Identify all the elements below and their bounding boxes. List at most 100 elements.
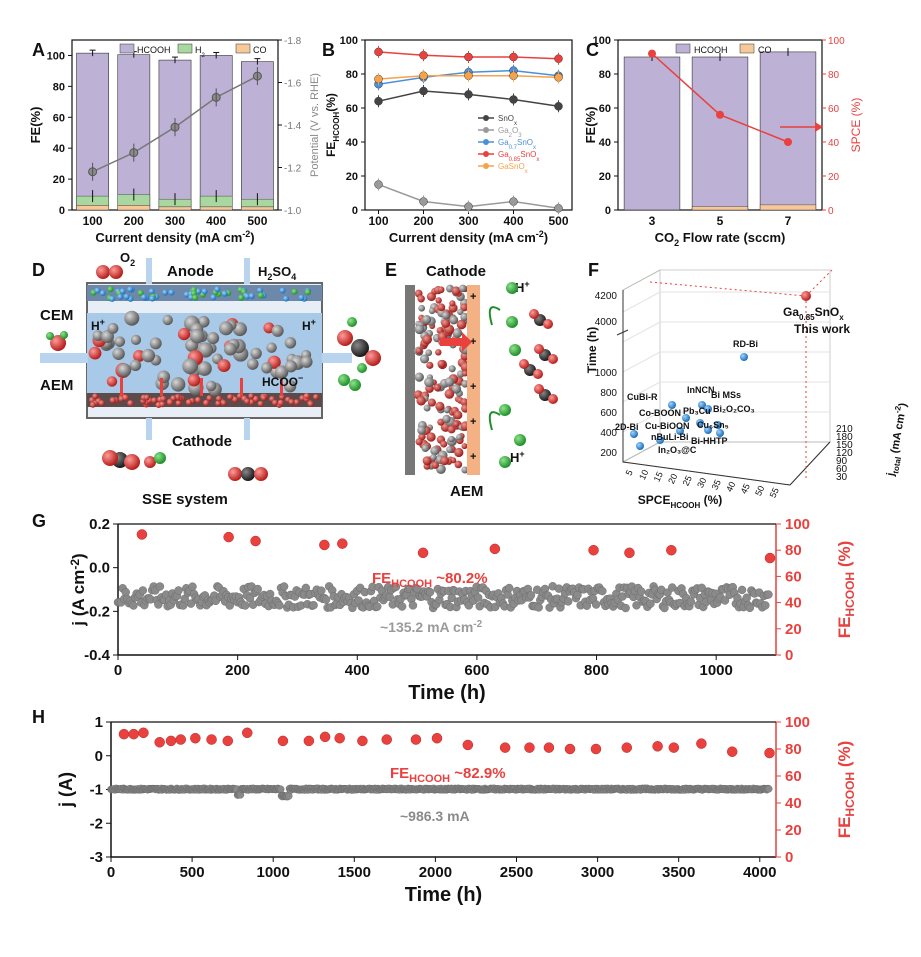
- anode-particle: [248, 292, 255, 299]
- current-point: [660, 603, 669, 613]
- literature-point: [668, 401, 676, 409]
- literature-label: In₂O₃@C: [658, 445, 697, 455]
- text-span: ): [250, 230, 254, 245]
- legend-swatch: [235, 43, 251, 54]
- spce-tick-label: 5: [624, 468, 635, 477]
- legend-label: CO: [758, 45, 772, 55]
- x-tick-label: 7: [785, 214, 792, 228]
- fe-point: [175, 734, 186, 745]
- solid-electrolyte-particle: [246, 358, 259, 370]
- solid-electrolyte-particle: [107, 322, 119, 334]
- catalyst-particle: [427, 398, 436, 407]
- current-annotation: ~135.2 mA cm-2​: [380, 619, 483, 635]
- aem-label: AEM: [40, 377, 73, 394]
- y-tick-label: 60: [53, 112, 65, 124]
- proton: [506, 282, 518, 294]
- catalyst-particle: [426, 432, 436, 442]
- y2-tick-label: 40: [785, 795, 802, 812]
- y-tick-label: 0.2: [89, 516, 110, 533]
- text-span: H: [195, 45, 202, 55]
- anode-particle: [221, 290, 228, 297]
- catalyst-particle: [441, 318, 451, 328]
- bar-co: [117, 205, 151, 211]
- y-tick-label: 80: [53, 81, 65, 93]
- y2-tick-label: 20: [785, 621, 802, 638]
- fe-point: [357, 735, 368, 747]
- current-annotation: ~986.3 mA: [400, 808, 470, 824]
- co2-carbon: [241, 467, 255, 481]
- cathode-particle: [185, 399, 192, 406]
- fe-point: [696, 738, 707, 749]
- text-span: Ga: [498, 126, 509, 135]
- text-span: j (A cm: [69, 570, 88, 627]
- solid-electrolyte-particle: [88, 346, 102, 360]
- cathode-particle: [252, 395, 259, 402]
- fe-point: [190, 732, 201, 744]
- fe-point: [334, 732, 345, 744]
- y-tick-label: 0: [59, 205, 65, 217]
- y-tick-label: 0: [605, 205, 611, 217]
- j-tick-label: 120: [836, 448, 853, 459]
- anode-particle: [257, 292, 264, 299]
- cathode-label: Cathode: [426, 263, 486, 280]
- text-span: (mA cm: [888, 413, 907, 458]
- legend-label: SnOx​: [498, 114, 517, 127]
- literature-point: [714, 421, 722, 429]
- h2so4-in-arrow: [244, 258, 250, 284]
- y-tick-label: 20: [53, 174, 65, 186]
- anode-particle: [238, 294, 245, 301]
- literature-label: Bi-HHTP: [691, 436, 728, 446]
- cathode-particle: [232, 396, 239, 403]
- fe-point: [417, 547, 429, 559]
- catalyst-particle: [418, 304, 426, 312]
- spce-axis: [622, 461, 791, 486]
- fe-point: [489, 543, 501, 555]
- x-tick-label: 100: [368, 214, 388, 228]
- x-tick-label: 2500: [500, 864, 533, 881]
- subscript: HCOOH: [332, 112, 341, 142]
- time-tick-label: 4200: [595, 291, 618, 302]
- y-tick-label: 60: [346, 103, 358, 115]
- fe-point: [764, 747, 775, 759]
- catalyst-particle: [462, 370, 469, 377]
- current-point: [720, 596, 730, 605]
- fe-annotation: FEHCOOH​ ~80.2%: [372, 570, 488, 590]
- current-point: [737, 585, 747, 595]
- catalyst-particle: [444, 389, 455, 399]
- y2-tick-label: 60: [785, 568, 802, 585]
- y-axis-title: FE(%): [28, 107, 43, 144]
- cathode-particle: [293, 399, 300, 406]
- literature-label: RD-Bi: [733, 339, 758, 349]
- catalyst-particle: [446, 446, 453, 454]
- text-span: (%): [324, 93, 338, 112]
- literature-point: [630, 430, 638, 438]
- hcooh-h: [347, 317, 357, 327]
- catalyst-particle: [456, 434, 463, 441]
- y2-axis-title: Potential (V vs. RHE): [309, 73, 321, 177]
- solid-electrolyte-particle: [114, 336, 126, 347]
- anode-particle: [195, 288, 202, 295]
- catalyst-particle: [422, 314, 432, 325]
- y2-tick-label: 60: [785, 768, 802, 785]
- legend-label: Ga0.7​SnOx​: [498, 138, 536, 151]
- catalyst-particle: [415, 347, 423, 355]
- h2so4-label: H2​SO4​: [258, 264, 296, 282]
- spce-tick-label: 50: [753, 484, 766, 497]
- spce-tick-label: 55: [768, 486, 781, 499]
- solid-electrolyte-particle: [218, 321, 234, 336]
- catalyst-particle: [424, 377, 435, 388]
- current-point: [385, 592, 394, 602]
- catalyst-particle: [451, 286, 461, 296]
- x-tick-label: 300: [458, 214, 478, 228]
- legend-label: HCOOH: [694, 45, 728, 55]
- solid-electrolyte-particle: [300, 355, 313, 368]
- y-tick-label: 80: [599, 69, 611, 81]
- current-point: [505, 583, 514, 593]
- current-point: [591, 600, 601, 609]
- y-tick-label: -1: [90, 782, 103, 799]
- catalyst-particle: [460, 312, 469, 322]
- anode-particle: [119, 288, 126, 295]
- solid-electrolyte-particle: [182, 358, 199, 375]
- anode-particle: [298, 294, 305, 301]
